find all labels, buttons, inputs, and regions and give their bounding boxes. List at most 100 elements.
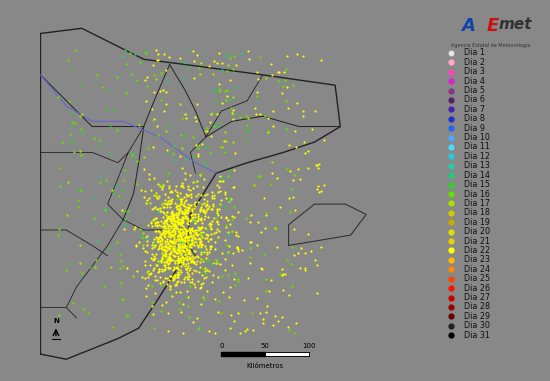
Point (178, 230, 186, 236)
Point (141, 248, 150, 254)
Point (230, 150, 239, 156)
Point (156, 208, 164, 214)
Point (175, 153, 184, 159)
Point (224, 168, 233, 174)
Point (108, 324, 117, 330)
Point (197, 225, 206, 231)
Point (221, 189, 229, 195)
Point (163, 209, 172, 215)
Point (234, 277, 243, 283)
Point (202, 251, 211, 257)
Point (260, 251, 268, 257)
Point (216, 201, 225, 207)
Point (180, 215, 189, 221)
Point (175, 248, 184, 254)
Point (218, 60, 227, 66)
Point (146, 200, 155, 207)
Point (218, 250, 227, 256)
Point (148, 242, 157, 248)
Point (196, 231, 205, 237)
Point (178, 239, 186, 245)
Point (191, 194, 200, 200)
Point (197, 61, 206, 67)
Point (183, 218, 192, 224)
Point (199, 275, 208, 281)
Point (164, 310, 173, 316)
Point (117, 258, 125, 264)
Text: Dia 17: Dia 17 (464, 199, 490, 208)
Point (141, 258, 150, 264)
Point (234, 209, 243, 215)
Point (243, 115, 252, 121)
Point (202, 226, 211, 232)
Point (160, 251, 168, 258)
Point (163, 218, 172, 224)
Point (156, 280, 164, 286)
Point (177, 216, 185, 222)
Point (176, 231, 185, 237)
Point (170, 258, 179, 264)
Point (151, 228, 160, 234)
Point (89, 215, 98, 221)
Point (181, 203, 190, 210)
Point (169, 245, 178, 251)
Point (176, 230, 185, 236)
Point (172, 264, 181, 270)
Point (165, 246, 174, 252)
Point (166, 238, 174, 244)
Point (193, 178, 202, 184)
Point (174, 212, 183, 218)
Point (156, 205, 164, 211)
Point (198, 201, 207, 207)
Point (182, 258, 191, 264)
Point (135, 239, 144, 245)
Point (188, 257, 196, 263)
Point (230, 276, 239, 282)
Point (195, 238, 204, 244)
Point (171, 221, 180, 227)
Point (91, 264, 100, 270)
Point (190, 218, 199, 224)
Point (236, 51, 245, 58)
Point (230, 166, 239, 173)
Point (218, 273, 227, 279)
Point (168, 252, 177, 258)
Point (245, 245, 254, 251)
Point (252, 111, 261, 117)
Point (164, 257, 173, 263)
Point (174, 260, 183, 266)
Point (188, 241, 197, 247)
Text: Agencia Estatal de Meteorología: Agencia Estatal de Meteorología (451, 42, 530, 48)
Point (148, 117, 157, 123)
Point (160, 230, 169, 236)
Point (163, 150, 172, 156)
Point (166, 250, 175, 256)
Point (199, 184, 208, 190)
Point (159, 230, 168, 236)
Point (220, 138, 229, 144)
Point (154, 222, 163, 228)
Point (232, 62, 241, 68)
Point (113, 127, 122, 133)
Point (168, 227, 177, 233)
Point (196, 232, 205, 238)
Point (246, 254, 255, 260)
Point (164, 245, 173, 251)
Point (174, 210, 183, 216)
Point (179, 200, 188, 206)
Point (165, 255, 174, 261)
Point (197, 257, 206, 263)
Point (164, 231, 173, 237)
Point (122, 313, 130, 319)
Point (163, 200, 172, 206)
Point (173, 244, 182, 250)
Point (149, 205, 158, 211)
Point (186, 240, 195, 247)
Point (182, 233, 190, 239)
Point (177, 222, 186, 228)
Point (178, 237, 186, 243)
Point (157, 237, 166, 243)
Point (187, 258, 196, 264)
Point (180, 132, 189, 138)
Point (218, 67, 227, 73)
